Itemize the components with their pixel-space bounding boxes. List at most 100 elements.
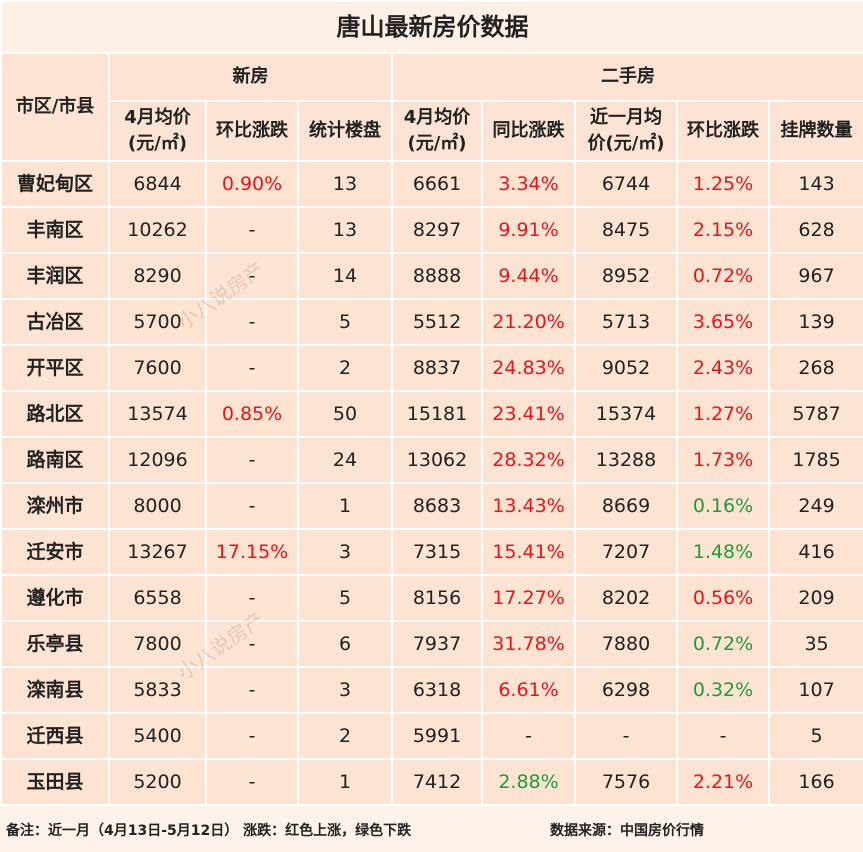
cell: 9.91% — [481, 206, 576, 254]
cell: 8952 — [574, 252, 678, 300]
cell: 967 — [767, 252, 863, 300]
cell: 50 — [297, 390, 393, 438]
district: 曹妃甸区 — [0, 160, 110, 208]
cell: 0.32% — [676, 666, 770, 714]
cell: 107 — [767, 666, 863, 714]
cell: 31.78% — [481, 620, 576, 668]
cell: 1.25% — [676, 160, 770, 208]
cell: 5700 — [108, 298, 207, 346]
column-header: 同比涨跌 — [481, 100, 576, 162]
cell: 5991 — [391, 712, 483, 760]
cell: 0.85% — [205, 390, 299, 438]
cell: 17.15% — [205, 528, 299, 576]
cell: - — [205, 252, 299, 300]
district: 古冶区 — [0, 298, 110, 346]
district: 迁西县 — [0, 712, 110, 760]
cell: 8475 — [574, 206, 678, 254]
cell: 416 — [767, 528, 863, 576]
title: 唐山最新房价数据 — [0, 0, 863, 54]
footer-source: 数据来源：中国房价行情 — [550, 823, 704, 839]
data-row: 乐亭县 7800-6 7937 31.78% 7880 0.72% 35 — [0, 620, 863, 668]
district: 滦州市 — [0, 482, 110, 530]
cell: 13574 — [108, 390, 207, 438]
cell: 0.72% — [676, 620, 770, 668]
cell: - — [205, 344, 299, 392]
cell: 15374 — [574, 390, 678, 438]
cell: 1785 — [767, 436, 863, 484]
cell: 3.65% — [676, 298, 770, 346]
cell: 10262 — [108, 206, 207, 254]
cell: 2.88% — [481, 758, 576, 806]
column-header: 环比涨跌 — [205, 100, 299, 162]
cell: 2 — [297, 712, 393, 760]
cell: 6318 — [391, 666, 483, 714]
data-row: 路北区 13574 0.85% 50 15181 23.41% 15374 1.27% 5787 — [0, 390, 863, 438]
cell: 6844 — [108, 160, 207, 208]
cell: - — [205, 574, 299, 622]
cell: 7937 — [391, 620, 483, 668]
cell: 8837 — [391, 344, 483, 392]
cell: 13 — [297, 206, 393, 254]
price-table: 唐山最新房价数据 市区/市县 新房 二手房 4月均价 (元/㎡) 环比涨跌 统计楼盘… — [0, 0, 863, 806]
cell: 8683 — [391, 482, 483, 530]
district: 丰南区 — [0, 206, 110, 254]
district-header: 市区/市县 — [0, 52, 110, 162]
district: 路南区 — [0, 436, 110, 484]
cell: 15181 — [391, 390, 483, 438]
cell: - — [481, 712, 576, 760]
cell: - — [205, 758, 299, 806]
cell: 9052 — [574, 344, 678, 392]
cell: 6298 — [574, 666, 678, 714]
cell: 7600 — [108, 344, 207, 392]
district: 丰润区 — [0, 252, 110, 300]
data-row: 迁西县 5400-2 5991- - -5 — [0, 712, 863, 760]
cell: - — [205, 436, 299, 484]
data-row: 丰润区 8290-14 8888 9.44% 8952 0.72% 967 — [0, 252, 863, 300]
cell: - — [676, 712, 770, 760]
cell: 6.61% — [481, 666, 576, 714]
cell: - — [205, 298, 299, 346]
cell: 23.41% — [481, 390, 576, 438]
cell: 6 — [297, 620, 393, 668]
column-header: 统计楼盘 — [297, 100, 393, 162]
district: 滦南县 — [0, 666, 110, 714]
cell: 13062 — [391, 436, 483, 484]
cell: 8669 — [574, 482, 678, 530]
cell: 0.72% — [676, 252, 770, 300]
cell: 7207 — [574, 528, 678, 576]
cell: 8888 — [391, 252, 483, 300]
cell: 628 — [767, 206, 863, 254]
cell: 8000 — [108, 482, 207, 530]
group-header: 二手房 — [390, 52, 863, 102]
cell: 8202 — [574, 574, 678, 622]
data-row: 古冶区 5700-5 5512 21.20% 5713 3.65% 139 — [0, 298, 863, 346]
data-row: 丰南区 10262-13 8297 9.91% 8475 2.15% 628 — [0, 206, 863, 254]
cell: 8156 — [391, 574, 483, 622]
cell: 1 — [297, 482, 393, 530]
cell: 6744 — [574, 160, 678, 208]
cell: 143 — [767, 160, 863, 208]
cell: 7576 — [574, 758, 678, 806]
cell: 5713 — [574, 298, 678, 346]
cell: 5 — [767, 712, 863, 760]
table-body: 唐山最新房价数据 市区/市县 新房 二手房 4月均价 (元/㎡) 环比涨跌 统计楼盘… — [0, 0, 863, 806]
data-row: 滦南县 5833-3 6318 6.61% 6298 0.32% 107 — [0, 666, 863, 714]
cell: 6558 — [108, 574, 207, 622]
cell: 8290 — [108, 252, 207, 300]
cell: 35 — [767, 620, 863, 668]
cell: 209 — [767, 574, 863, 622]
cell: 12096 — [108, 436, 207, 484]
cell: - — [205, 666, 299, 714]
district: 玉田县 — [0, 758, 110, 806]
data-row: 路南区 12096-24 13062 28.32% 13288 1.73% 1785 — [0, 436, 863, 484]
district: 迁安市 — [0, 528, 110, 576]
cell: 3 — [297, 528, 393, 576]
cell: 0.90% — [205, 160, 299, 208]
cell: 7412 — [391, 758, 483, 806]
column-header: 近一月均 价(元/㎡) — [574, 100, 678, 162]
cell: 0.56% — [676, 574, 770, 622]
cell: 5512 — [391, 298, 483, 346]
cell: 139 — [767, 298, 863, 346]
cell: 166 — [767, 758, 863, 806]
